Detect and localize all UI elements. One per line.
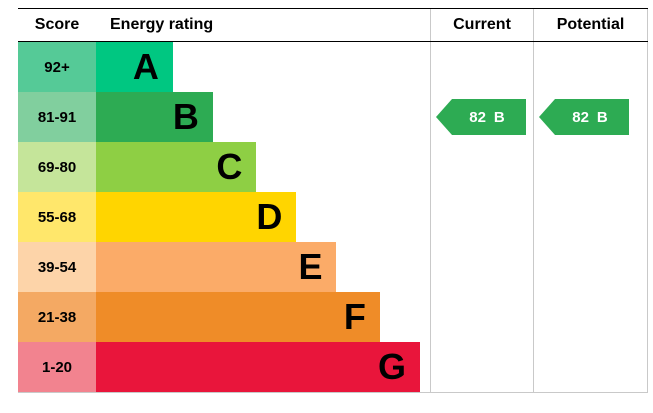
band-letter-b: B bbox=[172, 96, 199, 137]
band-score-g: 1-20 bbox=[18, 342, 96, 392]
current-column: 82 B bbox=[430, 42, 533, 392]
band-letter-d: D bbox=[256, 196, 283, 237]
band-letter-c: C bbox=[216, 146, 243, 187]
potential-rating-value: 82 bbox=[572, 108, 589, 126]
band-row-f: 21-38 F bbox=[18, 292, 430, 342]
potential-rating-band: B bbox=[596, 108, 608, 126]
band-row-d: 55-68 D bbox=[18, 192, 430, 242]
band-score-f: 21-38 bbox=[18, 292, 96, 342]
band-row-e: 39-54 E bbox=[18, 242, 430, 292]
band-bar-c: C bbox=[96, 142, 257, 192]
potential-column: 82 B bbox=[533, 42, 648, 392]
band-score-a: 92+ bbox=[18, 42, 96, 92]
band-bar-b: B bbox=[96, 92, 213, 142]
current-rating-band: B bbox=[493, 108, 505, 126]
bands-column: 92+ A 81-91 B 69-80 bbox=[18, 42, 430, 392]
potential-rating-arrow: 82 B bbox=[539, 99, 629, 135]
band-score-d: 55-68 bbox=[18, 192, 96, 242]
band-score-e: 39-54 bbox=[18, 242, 96, 292]
band-row-c: 69-80 C bbox=[18, 142, 430, 192]
band-bar-f: F bbox=[96, 292, 380, 342]
current-rating-value: 82 bbox=[469, 108, 486, 126]
header-potential-label: Potential bbox=[533, 9, 648, 41]
header-energy-rating-label: Energy rating bbox=[110, 16, 214, 33]
band-letter-f: F bbox=[343, 296, 366, 337]
current-rating-arrow: 82 B bbox=[436, 99, 526, 135]
header-current-label: Current bbox=[430, 9, 533, 41]
band-bar-a: A bbox=[96, 42, 173, 92]
band-bar-g: G bbox=[96, 342, 420, 392]
band-row-g: 1-20 G bbox=[18, 342, 430, 392]
chart-body: 92+ A 81-91 B 69-80 bbox=[18, 42, 648, 392]
band-letter-g: G bbox=[377, 346, 406, 387]
header-score-label: Score bbox=[34, 16, 80, 33]
band-letter-a: A bbox=[132, 46, 159, 87]
band-score-b: 81-91 bbox=[18, 92, 96, 142]
band-bar-e: E bbox=[96, 242, 337, 292]
band-row-b: 81-91 B bbox=[18, 92, 430, 142]
epc-rating-chart: Score Energy rating Current Potential 92… bbox=[18, 8, 648, 393]
band-bar-d: D bbox=[96, 192, 297, 242]
band-row-a: 92+ A bbox=[18, 42, 430, 92]
chart-header: Score Energy rating Current Potential bbox=[18, 9, 648, 42]
band-score-c: 69-80 bbox=[18, 142, 96, 192]
band-letter-e: E bbox=[298, 246, 323, 287]
